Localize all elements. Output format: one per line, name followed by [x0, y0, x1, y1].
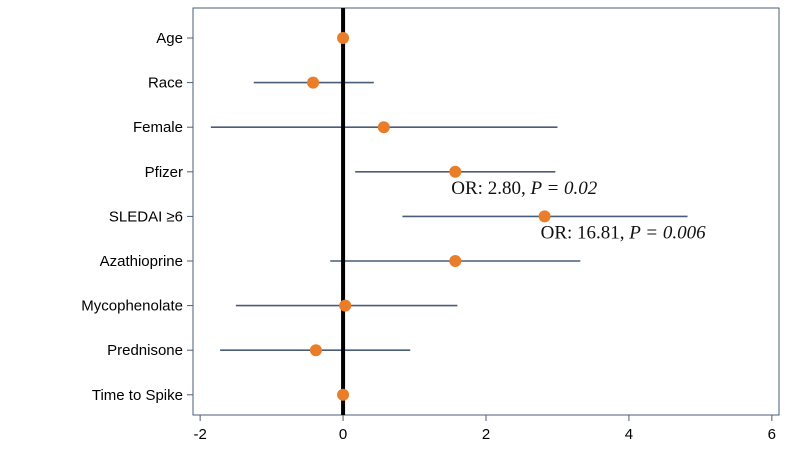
x-tick-label: 0 [339, 426, 347, 443]
estimate-point [538, 210, 551, 223]
x-tick-label: 6 [768, 426, 776, 443]
category-label: Female [133, 119, 183, 136]
category-label: Race [148, 75, 183, 92]
estimate-point [339, 299, 352, 312]
category-label: Age [156, 30, 183, 47]
category-label: Prednisone [107, 342, 183, 359]
estimate-point [337, 388, 350, 401]
category-label: Pfizer [145, 164, 183, 181]
annotation-label: OR: 16.81, P = 0.006 [541, 222, 707, 243]
estimate-point [449, 165, 462, 178]
plot-frame [192, 7, 780, 416]
annotation-label: OR: 2.80, P = 0.02 [451, 178, 598, 199]
estimate-point [377, 121, 390, 134]
estimate-point [307, 76, 320, 89]
x-tick-label: 2 [482, 426, 490, 443]
estimate-point [337, 32, 350, 44]
estimate-point [449, 255, 462, 267]
category-label: Mycophenolate [81, 298, 183, 315]
category-label: Azathioprine [100, 253, 183, 270]
category-label: SLEDAI ≥6 [109, 208, 183, 225]
x-tick-label: -2 [193, 426, 206, 443]
estimate-point [309, 344, 322, 357]
x-tick-label: 4 [625, 426, 633, 443]
category-label: Time to Spike [92, 387, 183, 404]
